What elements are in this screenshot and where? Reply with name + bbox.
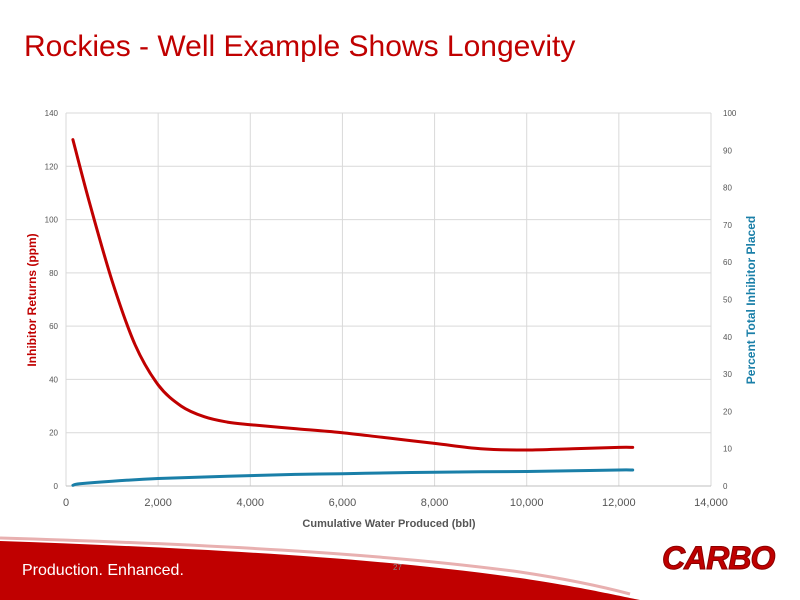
y2-tick-label: 20 (723, 407, 732, 416)
y-tick-label: 80 (49, 269, 58, 278)
y-axis-label: Inhibitor Returns (ppm) (25, 233, 39, 366)
y2-tick-label: 10 (723, 445, 732, 454)
tick-labels: 0 2,000 4,000 6,000 8,000 10,000 12,000 14,000 0… (45, 109, 737, 509)
y-tick-label: 120 (45, 162, 59, 171)
y2-tick-label: 30 (723, 370, 732, 379)
series-line-percent-placed (71, 468, 635, 487)
carbo-logo: CARBO (661, 540, 775, 577)
footer-band-highlight (0, 536, 631, 596)
x-tick-label: 14,000 (694, 497, 728, 509)
y2-tick-label: 40 (723, 333, 732, 342)
y-tick-label: 20 (49, 429, 58, 438)
y2-tick-label: 90 (723, 146, 732, 155)
x-tick-label: 4,000 (237, 497, 265, 509)
footer-tagline: Production. Enhanced. (22, 562, 184, 579)
page-number: 27 (393, 563, 402, 572)
y2-tick-label: 70 (723, 221, 732, 230)
slide-title: Rockies - Well Example Shows Longevity (24, 30, 576, 63)
x-tick-label: 12,000 (602, 497, 636, 509)
y2-tick-label: 0 (723, 482, 728, 491)
x-tick-label: 6,000 (329, 497, 357, 509)
y-tick-label: 60 (49, 322, 58, 331)
y2-tick-label: 60 (723, 258, 732, 267)
x-tick-label: 8,000 (421, 497, 449, 509)
y-tick-label: 100 (45, 216, 59, 225)
grid (65, 112, 712, 487)
y2-tick-label: 100 (723, 109, 737, 118)
y2-axis-label: Percent Total Inhibitor Placed (744, 216, 758, 384)
series-lines (71, 138, 635, 487)
y-tick-label: 40 (49, 375, 58, 384)
x-tick-label: 0 (63, 497, 69, 509)
y2-tick-label: 80 (723, 184, 732, 193)
x-tick-label: 2,000 (144, 497, 172, 509)
x-axis-label: Cumulative Water Produced (bbl) (302, 518, 476, 530)
series-line-inhibitor-returns (71, 138, 635, 452)
y-tick-label: 0 (54, 482, 59, 491)
y2-tick-label: 50 (723, 296, 732, 305)
y-tick-label: 140 (45, 109, 59, 118)
x-tick-label: 10,000 (510, 497, 544, 509)
footer-band (0, 541, 640, 600)
